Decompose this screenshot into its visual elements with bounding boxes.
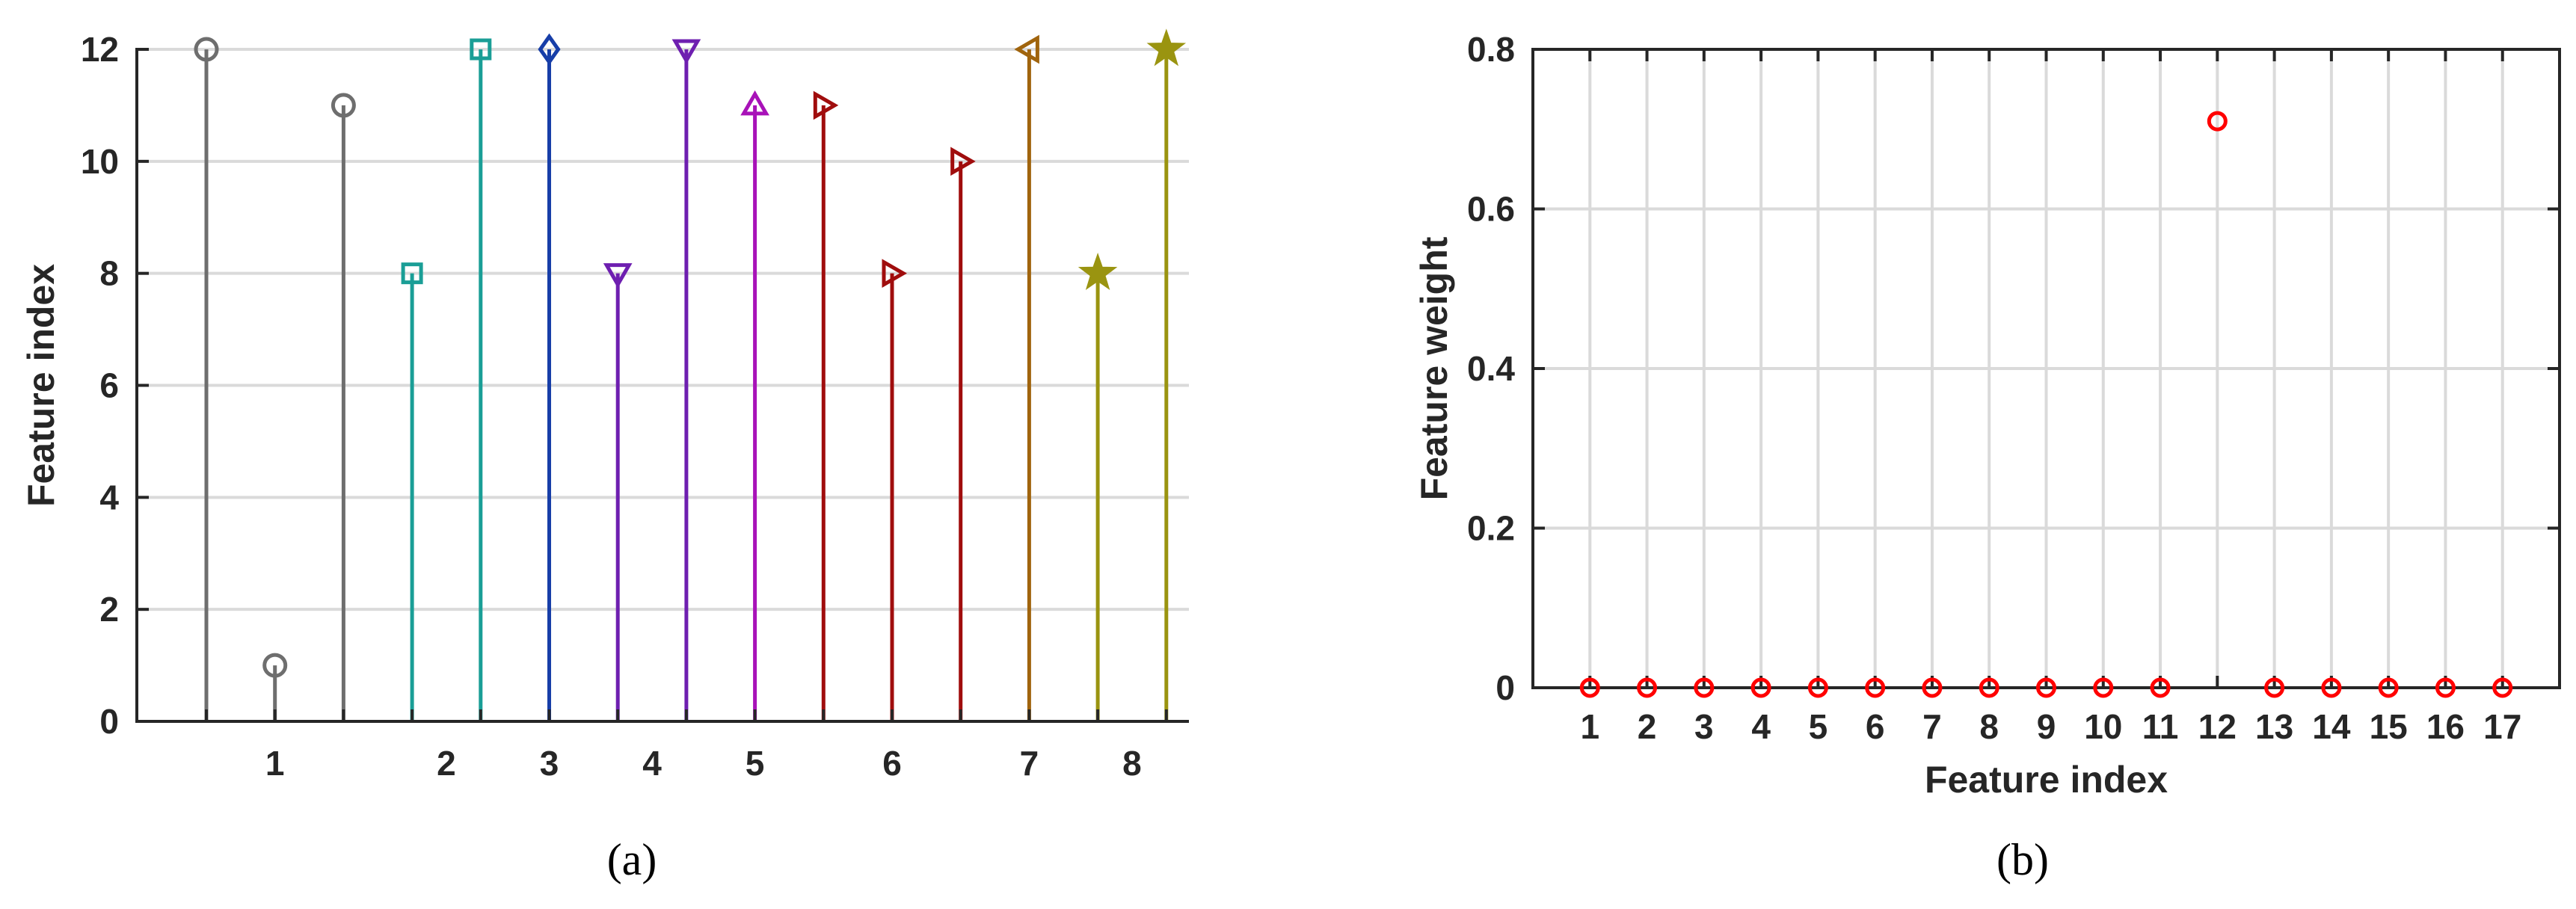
stem-marker	[813, 90, 839, 120]
y-tick-label: 10	[81, 142, 119, 181]
data-point	[2207, 111, 2228, 132]
x-group-label: 6	[882, 744, 902, 783]
x-tick-label: 2	[1638, 707, 1657, 746]
x-tick-label: 14	[2312, 707, 2351, 746]
x-tick-label: 8	[1979, 707, 1999, 746]
panel-b-scatter-chart: 00.20.40.60.81 2 3 4 5 6 7 8 9 10 11 12 13 14 15 16 17Fe…	[1413, 30, 2561, 801]
data-point	[1865, 677, 1886, 698]
data-point	[2264, 677, 2285, 698]
x-tick-label: 12	[2198, 707, 2237, 746]
data-point	[1750, 677, 1771, 698]
data-point	[2036, 677, 2056, 698]
y-tick-label: 12	[81, 30, 119, 69]
x-tick-label: 16	[2426, 707, 2465, 746]
caption-b: (b)	[1996, 835, 2049, 884]
data-point	[2378, 677, 2399, 698]
x-group-label: 3	[540, 744, 559, 783]
data-point	[1694, 677, 1715, 698]
x-tick-label: 15	[2370, 707, 2408, 746]
x-tick-label: 5	[1809, 707, 1828, 746]
x-group-label: 7	[1020, 744, 1039, 783]
data-point	[2435, 677, 2456, 698]
y-tick-label: 0.6	[1467, 190, 1515, 229]
x-tick-label: 13	[2255, 707, 2293, 746]
data-point	[2093, 677, 2114, 698]
data-point	[1637, 677, 1658, 698]
data-point	[2492, 677, 2513, 698]
data-point	[1979, 677, 1999, 698]
stem-marker	[882, 259, 908, 288]
x-tick-label: 1	[1580, 707, 1599, 746]
y-tick-label: 4	[99, 478, 119, 517]
stem-marker	[1146, 28, 1187, 67]
stem-marker	[671, 39, 701, 65]
y-tick-label: 0	[1496, 668, 1515, 707]
x-tick-label: 10	[2084, 707, 2122, 746]
stem-marker	[603, 263, 633, 289]
x-axis-label: Feature index	[1925, 759, 2168, 801]
y-tick-label: 8	[99, 254, 119, 293]
x-group-label: 8	[1122, 744, 1142, 783]
y-tick-label: 0.2	[1467, 509, 1515, 548]
stem-marker	[194, 37, 219, 62]
stem-marker	[950, 147, 976, 176]
x-tick-label: 9	[2037, 707, 2056, 746]
stem-marker	[538, 33, 561, 66]
x-group-label: 2	[437, 744, 456, 783]
x-tick-label: 11	[2142, 707, 2179, 746]
stem-marker	[470, 38, 492, 61]
x-tick-label: 6	[1866, 707, 1885, 746]
y-tick-label: 0.4	[1467, 349, 1515, 388]
x-group-label: 5	[746, 744, 765, 783]
stem-marker	[740, 90, 769, 116]
data-point	[1579, 677, 1600, 698]
x-group-label: 4	[642, 744, 662, 783]
y-tick-label: 2	[99, 590, 119, 629]
stem-marker	[1014, 34, 1039, 64]
stem-marker	[1078, 253, 1118, 291]
data-point	[2321, 677, 2342, 698]
data-point	[2150, 677, 2171, 698]
data-point	[1807, 677, 1828, 698]
x-tick-label: 7	[1922, 707, 1942, 746]
caption-a: (a)	[607, 835, 657, 884]
x-tick-label: 17	[2483, 707, 2521, 746]
y-axis-label: Feature index	[20, 264, 62, 507]
y-tick-label: 6	[99, 366, 119, 405]
y-tick-label: 0	[99, 702, 119, 741]
stem-marker	[401, 262, 423, 285]
x-tick-label: 4	[1751, 707, 1771, 746]
data-point	[1922, 677, 1943, 698]
stem-marker	[262, 653, 288, 678]
x-group-label: 1	[265, 744, 285, 783]
x-tick-label: 3	[1694, 707, 1714, 746]
y-tick-label: 0.8	[1467, 30, 1515, 69]
y-axis-label: Feature weight	[1413, 236, 1455, 500]
stem-marker	[331, 93, 356, 118]
